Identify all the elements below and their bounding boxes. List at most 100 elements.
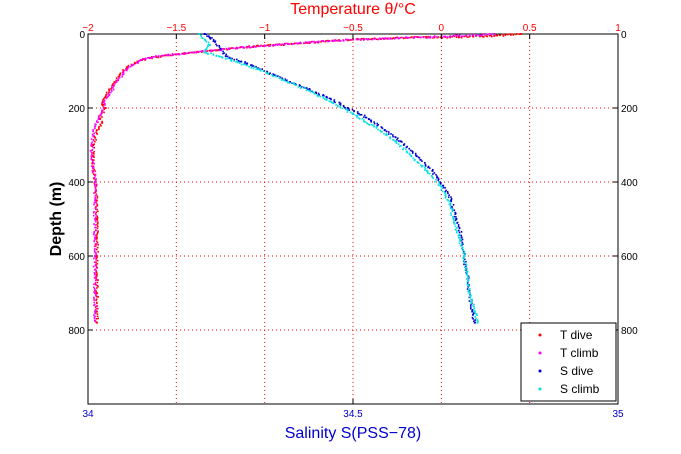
data-point [364, 121, 366, 123]
data-point [167, 53, 169, 56]
data-point [244, 61, 246, 63]
data-point [275, 43, 278, 46]
data-point [423, 169, 426, 172]
data-point [327, 40, 329, 43]
data-point [455, 216, 457, 218]
data-point [416, 161, 419, 164]
data-point [348, 39, 350, 41]
data-point [468, 300, 471, 302]
data-point [465, 265, 467, 268]
data-point [107, 92, 110, 95]
data-point [204, 49, 207, 52]
data-point [218, 55, 221, 58]
data-point [266, 44, 269, 47]
data-point [95, 273, 98, 276]
data-point [474, 312, 477, 315]
data-point [272, 75, 275, 78]
data-point [196, 50, 198, 53]
data-point [323, 98, 326, 100]
data-point [243, 47, 245, 49]
data-point [92, 129, 94, 131]
data-point [96, 215, 99, 218]
data-point [94, 256, 97, 258]
data-point [236, 61, 239, 63]
data-point [363, 116, 365, 118]
data-point [216, 44, 218, 47]
data-point [399, 140, 402, 143]
data-point [392, 139, 395, 141]
data-point [95, 178, 97, 180]
data-point [462, 256, 464, 259]
data-point [93, 304, 95, 307]
data-point [313, 40, 315, 43]
data-point [113, 85, 115, 87]
data-point [95, 278, 97, 281]
data-point [358, 38, 360, 40]
data-point [467, 289, 470, 291]
data-point [472, 33, 475, 36]
data-point [168, 54, 171, 56]
data-point [95, 213, 97, 216]
data-point [387, 133, 390, 135]
data-point [469, 307, 472, 310]
data-point [235, 47, 237, 50]
data-point [248, 65, 251, 68]
right-tick-label: 600 [621, 252, 638, 263]
data-point [96, 203, 99, 206]
data-point [457, 36, 460, 39]
data-point [256, 44, 259, 47]
data-point [93, 169, 96, 171]
data-point [249, 46, 252, 49]
data-point [161, 55, 164, 57]
data-point [94, 306, 97, 308]
data-point [458, 34, 461, 37]
data-point [94, 234, 97, 237]
data-point [424, 162, 426, 164]
data-point [251, 64, 253, 66]
data-point [371, 37, 373, 40]
data-point [365, 38, 367, 40]
data-point [183, 51, 185, 54]
data-point [93, 210, 95, 213]
data-point [353, 113, 355, 116]
data-point [227, 57, 230, 60]
data-point [423, 166, 426, 169]
data-point [495, 34, 498, 37]
data-point [92, 170, 95, 172]
data-point [286, 42, 289, 45]
data-point [363, 119, 365, 121]
data-point [101, 121, 104, 124]
data-point [471, 299, 474, 301]
data-point [328, 100, 331, 103]
data-point [96, 217, 99, 219]
data-point [350, 39, 353, 41]
data-point [370, 123, 372, 126]
data-point [93, 178, 96, 180]
data-point [305, 89, 308, 92]
data-point [443, 192, 446, 194]
data-point [406, 151, 408, 154]
data-point [466, 271, 468, 274]
data-point [308, 89, 310, 92]
data-point [127, 64, 130, 67]
data-point [123, 69, 126, 72]
data-point [140, 58, 142, 61]
data-point [334, 39, 337, 42]
data-point [238, 60, 240, 63]
data-marks [89, 33, 522, 324]
data-point [297, 86, 300, 88]
data-point [424, 163, 427, 166]
data-point [92, 166, 95, 169]
data-point [208, 49, 211, 52]
data-point [96, 246, 99, 249]
data-point [96, 133, 99, 135]
data-point [219, 47, 222, 50]
top-tick-label: −1.5 [166, 23, 186, 34]
data-point [217, 49, 220, 52]
data-point [519, 33, 522, 35]
data-point [258, 45, 261, 48]
data-point [92, 211, 95, 214]
data-point [284, 78, 287, 81]
data-point [322, 97, 325, 99]
